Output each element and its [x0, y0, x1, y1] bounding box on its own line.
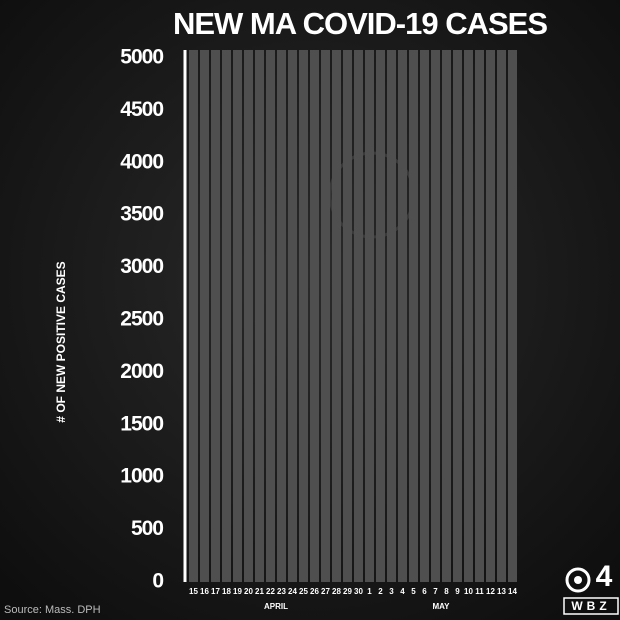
logo-eye	[565, 567, 591, 593]
x-tick-label: 27	[321, 587, 330, 596]
logo-box	[563, 597, 619, 615]
y-tick-label: 2500	[120, 308, 163, 331]
column-background	[497, 50, 506, 582]
column-background	[310, 50, 319, 582]
column-background	[200, 50, 209, 582]
column-background	[332, 50, 341, 582]
x-tick-label: 8	[444, 587, 449, 596]
column-background	[398, 50, 407, 582]
x-tick-label: 26	[310, 587, 319, 596]
column-background	[343, 50, 352, 582]
y-axis-label: # OF NEW POSITIVE CASES	[54, 261, 68, 422]
column-background	[431, 50, 440, 582]
y-tick-label: 2000	[120, 360, 163, 383]
y-tick-label: 4000	[120, 150, 163, 173]
column-background	[288, 50, 297, 582]
x-tick-label: 6	[422, 587, 427, 596]
column-background	[486, 50, 495, 582]
x-tick-label: 20	[244, 587, 253, 596]
x-tick-label: 10	[464, 587, 473, 596]
column-background	[211, 50, 220, 582]
column-background	[464, 50, 473, 582]
x-tick-label: 17	[211, 587, 220, 596]
logo-pupil	[574, 576, 582, 584]
column-background	[409, 50, 418, 582]
y-tick-label: 5000	[120, 46, 163, 69]
x-tick-label: 1	[367, 587, 372, 596]
x-tick-label: 9	[455, 587, 460, 596]
column-background	[233, 50, 242, 582]
x-tick-label: 15	[189, 587, 198, 596]
column-background	[277, 50, 286, 582]
column-background	[420, 50, 429, 582]
column-background	[508, 50, 517, 582]
y-tick-label: 1500	[120, 412, 163, 435]
y-tick-label: 3000	[120, 255, 163, 278]
x-tick-label: 23	[277, 587, 286, 596]
column-background	[222, 50, 231, 582]
x-tick-label: 21	[255, 587, 264, 596]
y-tick-label: 4500	[120, 98, 163, 121]
x-tick-label: 2	[378, 587, 383, 596]
x-tick-label: 19	[233, 587, 242, 596]
column-background	[453, 50, 462, 582]
x-tick-label: 5	[411, 587, 416, 596]
x-tick-label: 25	[299, 587, 308, 596]
x-tick-label: 7	[433, 587, 438, 596]
chart-title: NEW MA COVID-19 CASES	[173, 6, 547, 41]
column-background	[255, 50, 264, 582]
column-background	[475, 50, 484, 582]
x-tick-label: 30	[354, 587, 363, 596]
x-tick-label: 18	[222, 587, 231, 596]
x-tick-label: 22	[266, 587, 275, 596]
column-background	[365, 50, 374, 582]
x-tick-label: 4	[400, 587, 405, 596]
logo-number: 4	[596, 560, 613, 593]
x-tick-label: 11	[475, 587, 484, 596]
source: Source: Mass. DPH	[4, 604, 101, 616]
x-tick-label: 24	[288, 587, 297, 596]
y-tick-label: 0	[152, 570, 163, 593]
column-background	[299, 50, 308, 582]
x-tick-label: 12	[486, 587, 495, 596]
x-tick-label: 28	[332, 587, 341, 596]
y-tick-label: 500	[131, 517, 163, 540]
month-label: MAY	[432, 602, 450, 611]
column-background	[376, 50, 385, 582]
y-tick-label: 3500	[120, 203, 163, 226]
x-tick-label: 3	[389, 587, 394, 596]
x-tick-label: 16	[200, 587, 209, 596]
column-background	[387, 50, 396, 582]
column-background	[266, 50, 275, 582]
y-tick-label: 1000	[120, 465, 163, 488]
column-background	[321, 50, 330, 582]
logo: 4 WBZ	[563, 560, 619, 615]
column-background	[244, 50, 253, 582]
logo-call-sign: WBZ	[571, 599, 610, 613]
month-label: APRIL	[264, 602, 288, 611]
x-tick-label: 13	[497, 587, 506, 596]
x-tick-label: 29	[343, 587, 352, 596]
column-background	[354, 50, 363, 582]
column-background	[189, 50, 198, 582]
x-tick-label: 14	[508, 587, 517, 596]
column-background	[442, 50, 451, 582]
